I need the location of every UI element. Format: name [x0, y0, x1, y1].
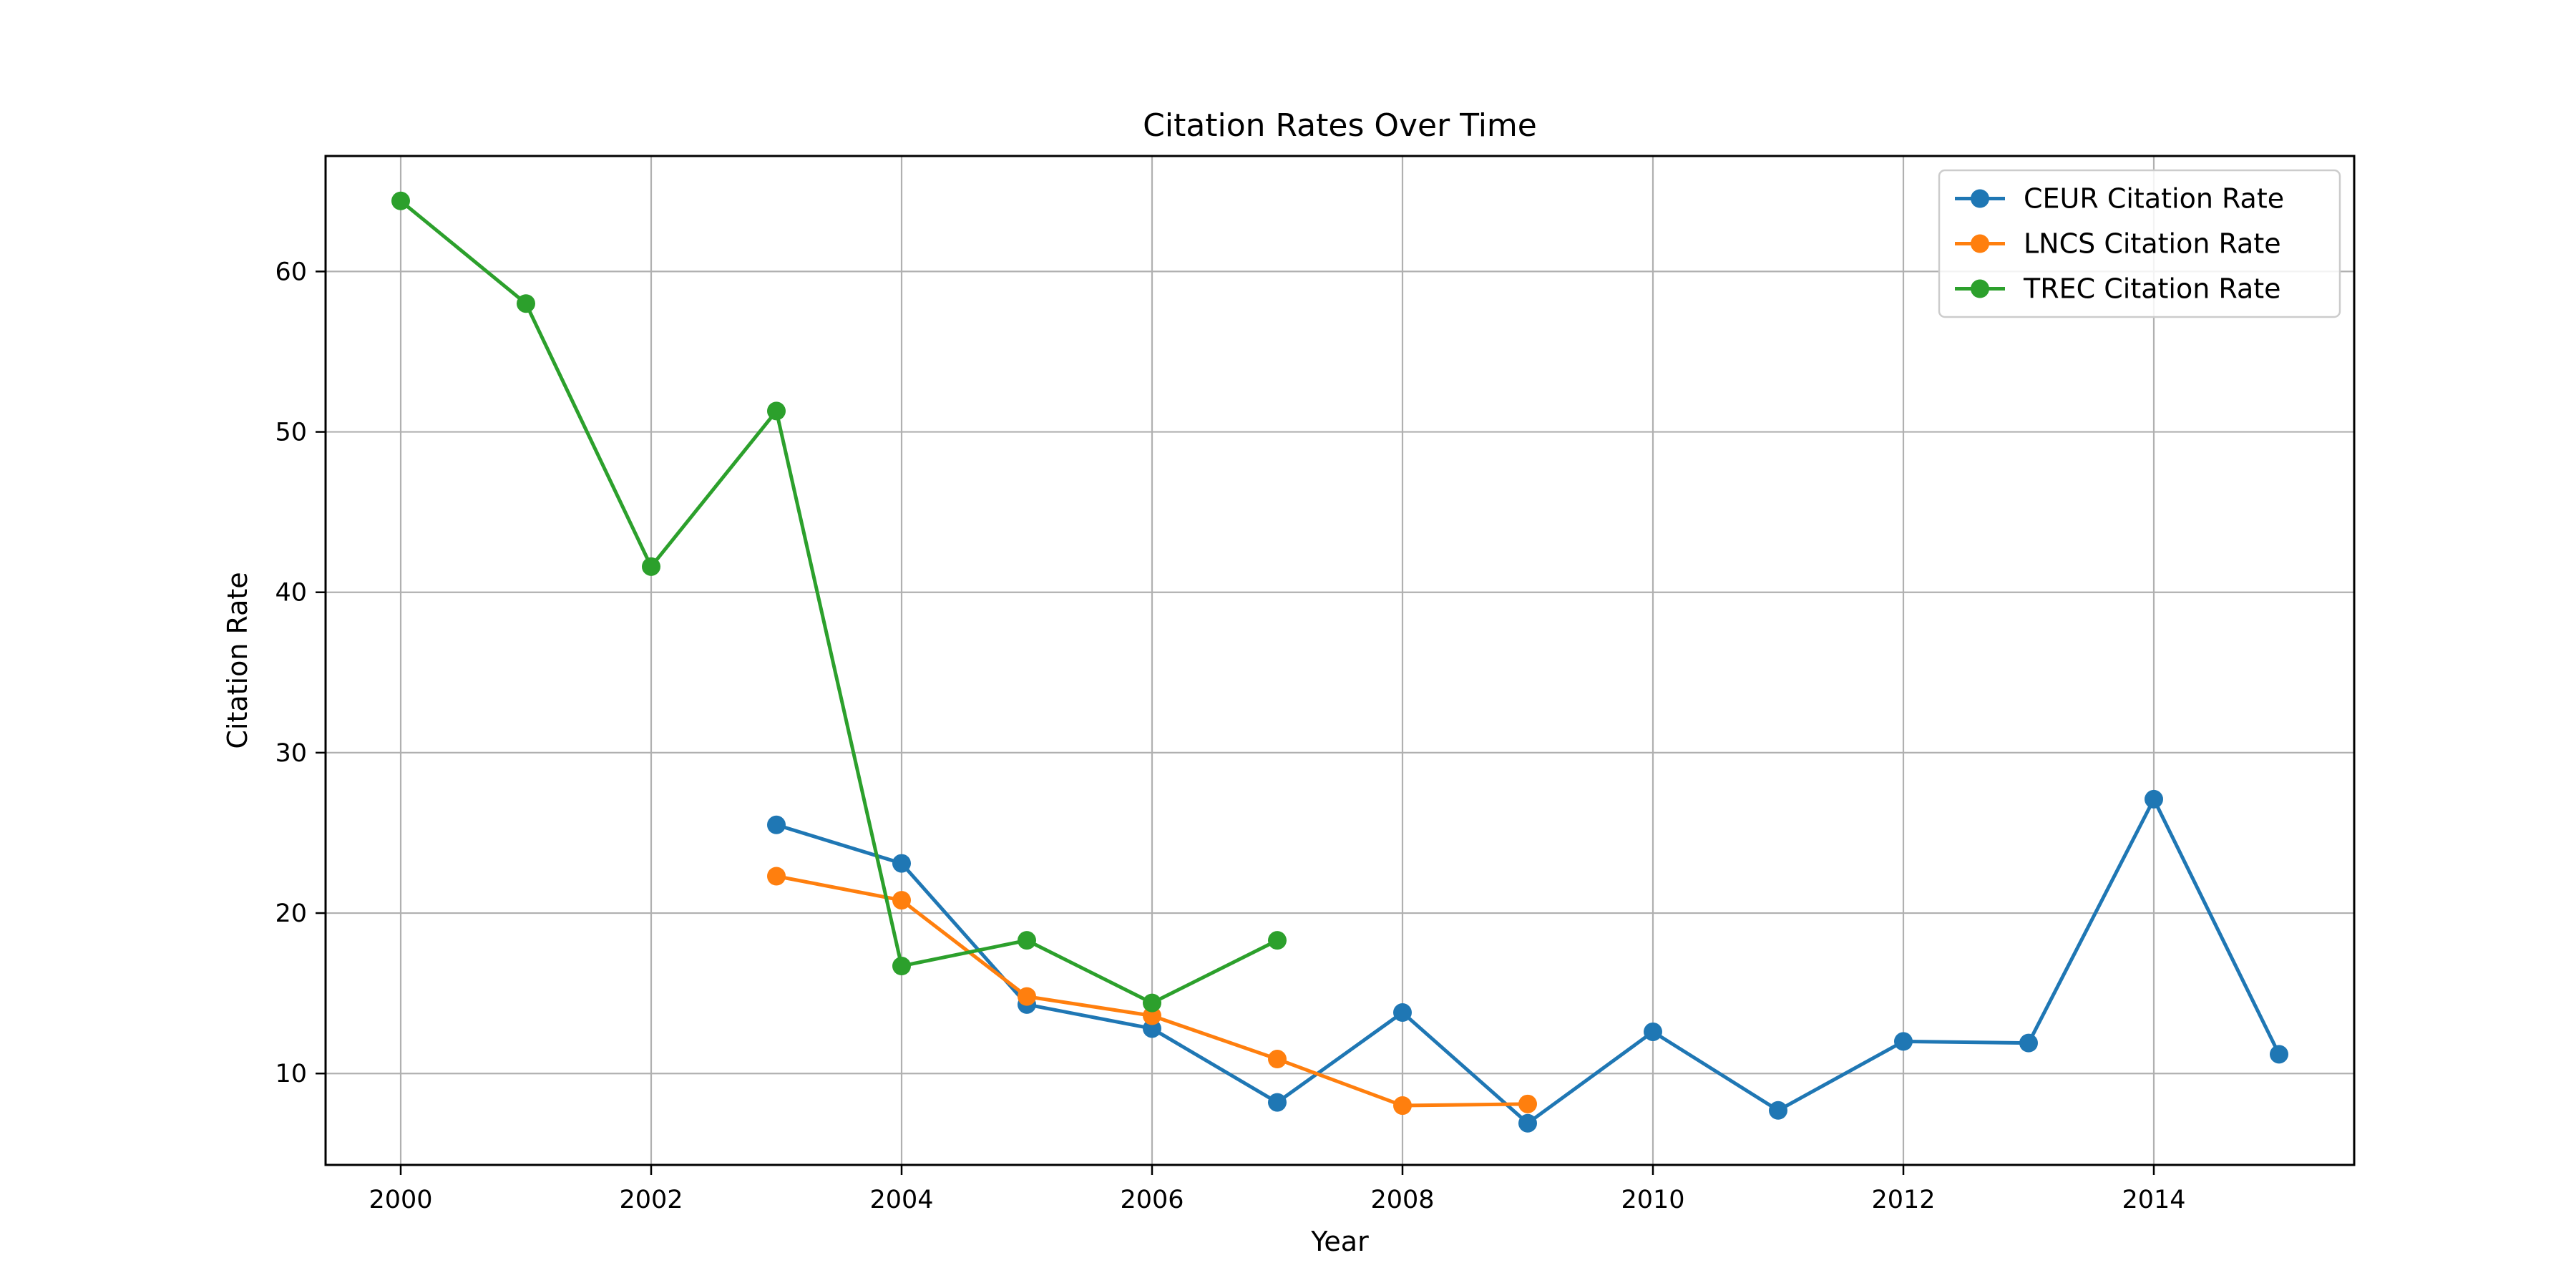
data-point[interactable]: [767, 401, 786, 421]
data-point[interactable]: [391, 191, 410, 210]
data-point[interactable]: [1393, 1003, 1412, 1023]
x-tick-label: 2000: [369, 1186, 432, 1214]
data-point[interactable]: [892, 957, 911, 976]
legend-label: TREC Citation Rate: [2023, 273, 2281, 305]
legend-marker: [1971, 189, 1989, 208]
legend-box: [1938, 169, 2341, 318]
y-tick-label: 20: [275, 899, 307, 928]
legend-item[interactable]: CEUR Citation Rate: [1955, 183, 2284, 215]
data-point[interactable]: [1393, 1096, 1412, 1116]
data-point[interactable]: [892, 854, 911, 873]
data-point[interactable]: [767, 867, 786, 886]
legend[interactable]: CEUR Citation Rate LNCS Citation Rate TREC…: [1938, 169, 2341, 318]
y-tick-label: 60: [275, 258, 307, 286]
series-layer: [391, 191, 2288, 1133]
data-point[interactable]: [642, 557, 660, 576]
data-point[interactable]: [1894, 1032, 1913, 1051]
legend-item[interactable]: TREC Citation Rate: [1955, 273, 2281, 305]
y-tick-label: 10: [275, 1060, 307, 1088]
data-point[interactable]: [1518, 1113, 1537, 1133]
data-point[interactable]: [2270, 1045, 2288, 1064]
data-point[interactable]: [767, 815, 786, 834]
data-point[interactable]: [1018, 987, 1036, 1006]
data-point[interactable]: [1143, 1006, 1161, 1025]
x-tick-label: 2006: [1120, 1186, 1184, 1214]
data-point[interactable]: [1018, 931, 1036, 950]
x-tick-label: 2002: [619, 1186, 683, 1214]
legend-marker: [1971, 279, 1989, 298]
x-tick-label: 2014: [2122, 1186, 2185, 1214]
data-point[interactable]: [1518, 1094, 1537, 1113]
legend-label: CEUR Citation Rate: [2024, 183, 2284, 215]
x-tick-label: 2004: [869, 1186, 933, 1214]
series-line: [776, 797, 2281, 1126]
x-tick-label: 2010: [1621, 1186, 1684, 1214]
series-line: [399, 199, 1279, 1005]
data-point[interactable]: [2145, 789, 2163, 809]
series-2: [767, 867, 1537, 1116]
data-point[interactable]: [517, 294, 535, 313]
y-tick-label: 40: [275, 579, 307, 608]
data-point[interactable]: [892, 891, 911, 910]
y-tick-label: 30: [275, 739, 307, 768]
x-axis-label: Year: [1310, 1226, 1369, 1257]
legend-marker: [1971, 234, 1989, 253]
data-point[interactable]: [1268, 931, 1287, 950]
legend-item[interactable]: LNCS Citation Rate: [1955, 228, 2281, 260]
data-point[interactable]: [1143, 993, 1161, 1013]
series-1: [767, 789, 2288, 1133]
x-tick-label: 2008: [1370, 1186, 1434, 1214]
data-point[interactable]: [1268, 1050, 1287, 1069]
data-point[interactable]: [1769, 1101, 1787, 1120]
plot-frame: [324, 155, 2356, 1166]
x-tick-label: 2012: [1871, 1186, 1935, 1214]
data-point[interactable]: [1644, 1022, 1662, 1041]
y-tick-label: 50: [275, 419, 307, 447]
chart-title: Citation Rates Over Time: [1143, 107, 1537, 144]
y-axis-label: Citation Rate: [222, 572, 253, 748]
series-3: [391, 191, 1287, 1013]
data-point[interactable]: [1268, 1093, 1287, 1112]
data-point[interactable]: [1143, 1019, 1161, 1038]
data-point[interactable]: [2019, 1033, 2038, 1053]
legend-label: LNCS Citation Rate: [2024, 228, 2281, 260]
axis-ticks: 2000 2002 2004 2006 2008 2010 2012 2014 10 20 30 40…: [275, 258, 2185, 1214]
